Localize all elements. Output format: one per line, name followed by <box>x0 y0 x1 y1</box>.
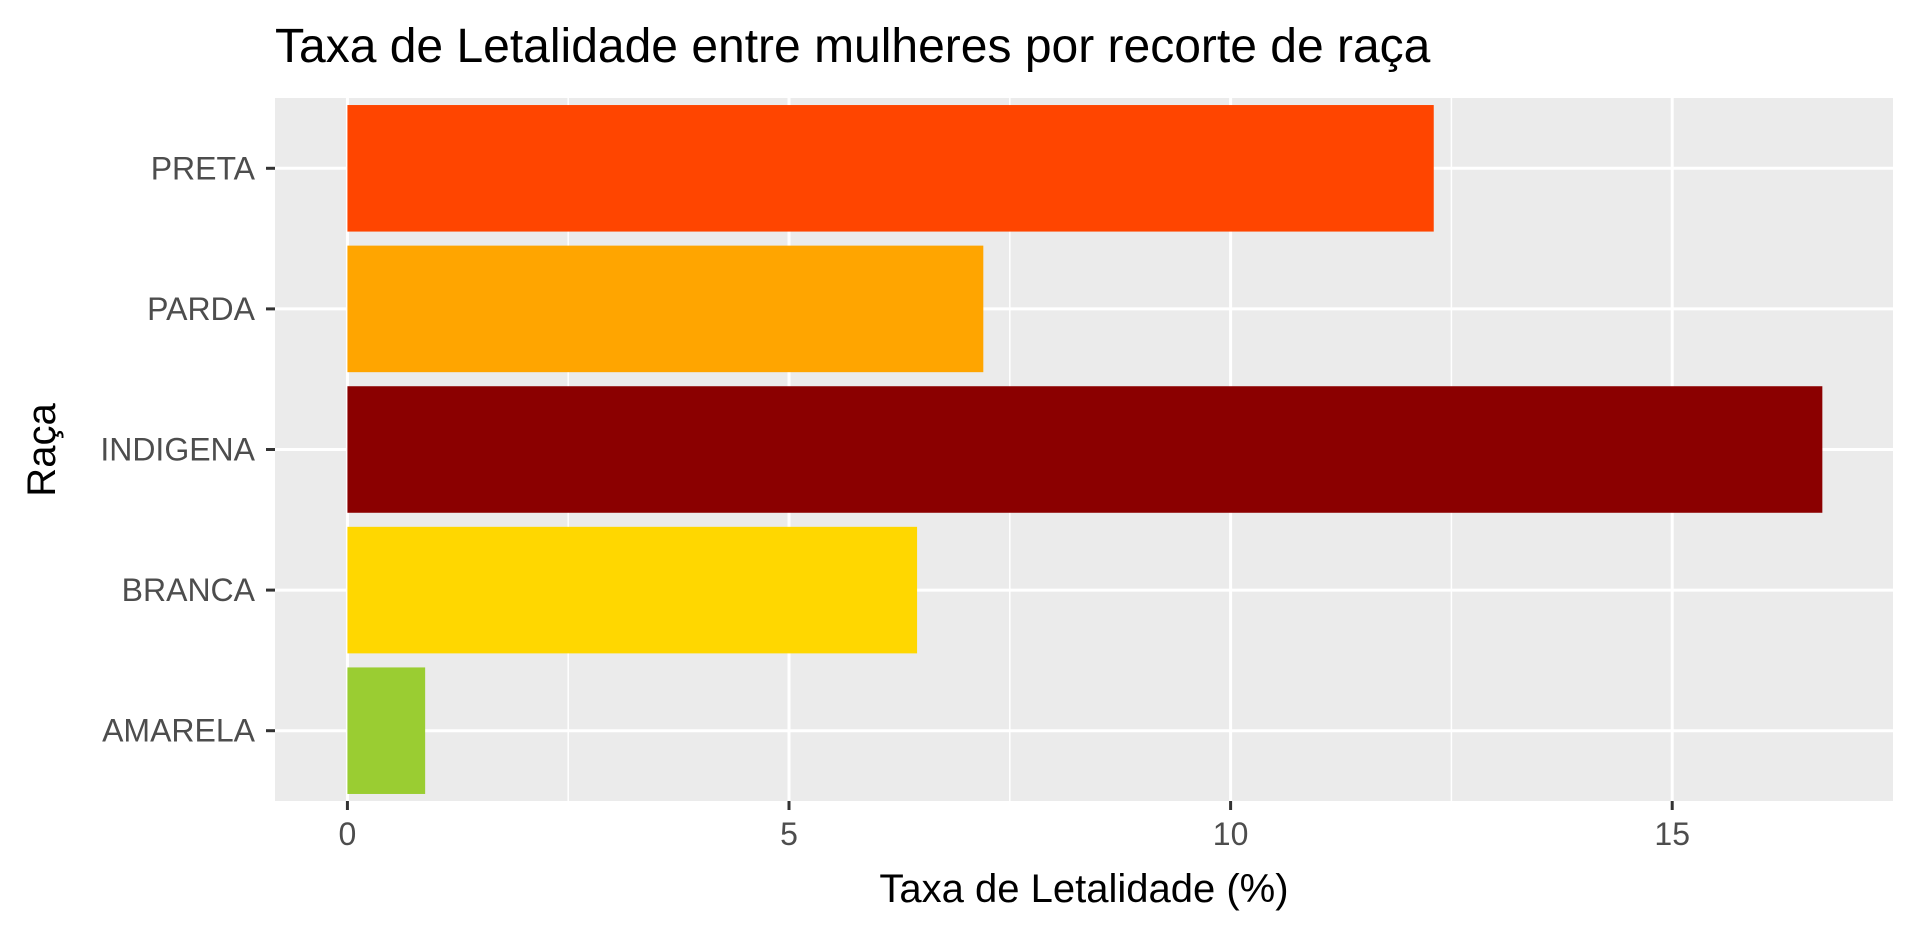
bar-branca <box>347 526 918 654</box>
bar-parda <box>347 245 984 373</box>
y-tick-label: PRETA <box>151 150 256 186</box>
y-axis: PRETA PARDA INDIGENA BRANCA AMARELA <box>100 150 275 749</box>
x-tick-label: 10 <box>1213 816 1249 852</box>
y-tick-label: BRANCA <box>122 572 256 608</box>
y-tick-label: AMARELA <box>102 713 256 749</box>
x-tick-label: 5 <box>780 816 798 852</box>
bar-amarela <box>347 667 426 794</box>
x-axis-title: Taxa de Letalidade (%) <box>879 867 1288 911</box>
y-tick-label: PARDA <box>147 291 256 327</box>
bars <box>347 105 1823 794</box>
bar-indigena <box>347 386 1823 513</box>
y-axis-title: Raça <box>20 403 64 497</box>
x-tick-label: 0 <box>339 816 357 852</box>
y-tick-label: INDIGENA <box>100 432 255 468</box>
bar-preta <box>347 105 1434 232</box>
x-axis: 0 5 10 15 <box>339 801 1690 852</box>
chart-title: Taxa de Letalidade entre mulheres por re… <box>275 20 1431 73</box>
x-tick-label: 15 <box>1654 816 1690 852</box>
